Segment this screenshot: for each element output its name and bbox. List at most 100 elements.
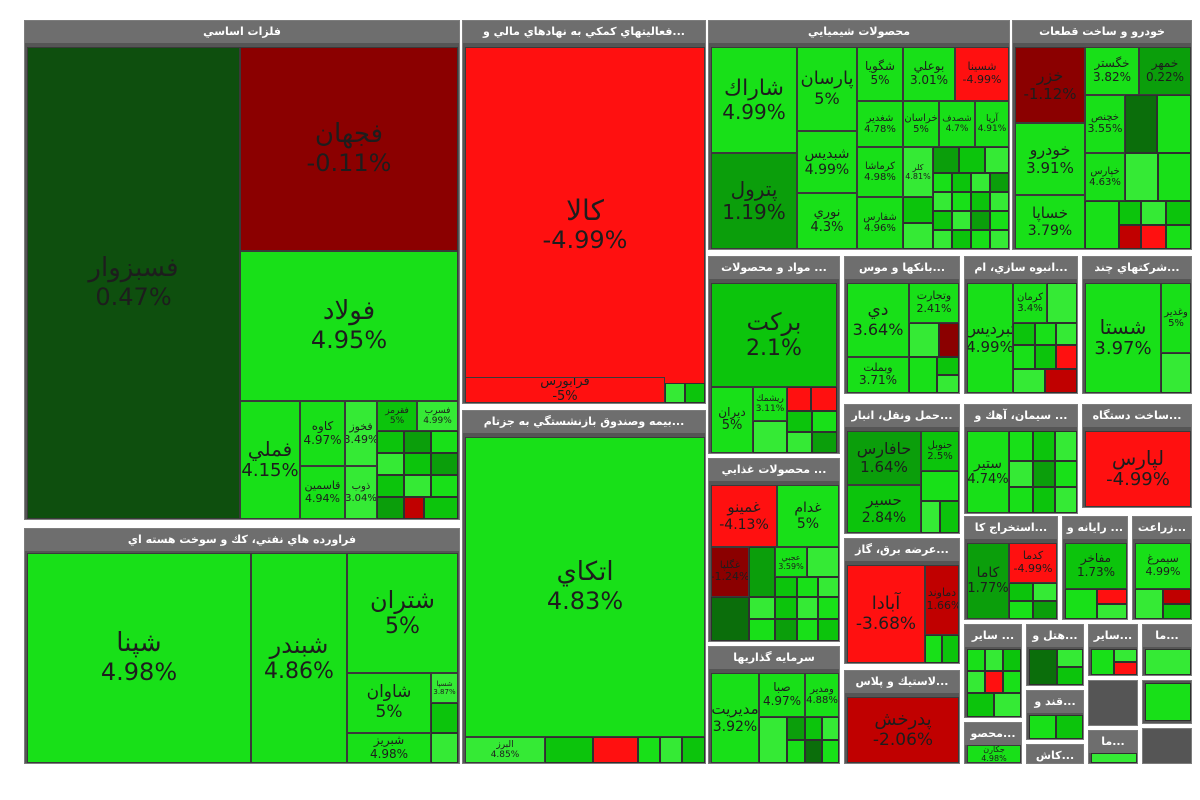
- stock-tile-shesp[interactable]: شسپا 3.87%: [431, 673, 458, 703]
- stock-tile-abada[interactable]: آبادا -3.68%: [847, 565, 925, 663]
- stock-tile-semorgh[interactable]: سيمرغ 4.99%: [1135, 543, 1191, 589]
- stock-tile[interactable]: [1097, 604, 1127, 619]
- stock-tile[interactable]: [1119, 225, 1141, 249]
- stock-tile-khorasan[interactable]: خراسان 5%: [903, 101, 939, 147]
- stock-tile-atkai[interactable]: اتكاي 4.83%: [465, 437, 705, 737]
- stock-tile[interactable]: [797, 577, 818, 597]
- stock-tile[interactable]: [903, 223, 933, 249]
- stock-tile[interactable]: [805, 717, 822, 740]
- stock-tile[interactable]: [1157, 95, 1191, 153]
- stock-tile-vatejarat[interactable]: وتجارت 2.41%: [909, 283, 959, 323]
- stock-tile[interactable]: [711, 597, 749, 641]
- stock-tile[interactable]: [933, 230, 952, 249]
- stock-tile[interactable]: [1009, 487, 1033, 513]
- stock-tile[interactable]: [424, 497, 458, 519]
- stock-tile[interactable]: [759, 717, 787, 763]
- stock-tile[interactable]: [1029, 715, 1056, 739]
- stock-tile[interactable]: [1097, 589, 1127, 604]
- stock-tile[interactable]: [749, 547, 775, 597]
- stock-tile[interactable]: [1163, 589, 1191, 604]
- stock-tile[interactable]: [377, 431, 404, 453]
- stock-tile[interactable]: [665, 383, 685, 403]
- stock-tile[interactable]: [1033, 601, 1057, 619]
- stock-tile[interactable]: [818, 577, 839, 597]
- stock-tile[interactable]: [933, 147, 959, 173]
- stock-tile-kama[interactable]: كاما 1.77%: [967, 543, 1009, 619]
- stock-tile[interactable]: [1091, 649, 1114, 675]
- stock-tile[interactable]: [967, 649, 985, 671]
- stock-tile-hafars[interactable]: حافارس 1.64%: [847, 431, 921, 485]
- stock-tile[interactable]: [775, 619, 797, 641]
- stock-tile[interactable]: [431, 431, 458, 453]
- stock-tile[interactable]: [1065, 589, 1097, 619]
- stock-tile[interactable]: [1045, 369, 1077, 393]
- stock-tile[interactable]: [807, 547, 839, 577]
- stock-tile[interactable]: [787, 740, 805, 763]
- stock-tile-khegostar[interactable]: خگستر 3.82%: [1085, 47, 1139, 95]
- stock-tile-parsan[interactable]: پارسان 5%: [797, 47, 857, 131]
- stock-tile[interactable]: [1166, 201, 1191, 225]
- stock-tile[interactable]: [1145, 683, 1191, 721]
- stock-tile-khpars[interactable]: خپارس 4.63%: [1085, 153, 1125, 201]
- stock-tile-khesapa[interactable]: خساپا 3.79%: [1015, 195, 1085, 249]
- stock-tile[interactable]: [404, 475, 431, 497]
- stock-tile-barakat[interactable]: بركت 2.1%: [711, 283, 837, 387]
- stock-tile[interactable]: [377, 475, 404, 497]
- stock-tile[interactable]: [797, 619, 818, 641]
- stock-tile-zob[interactable]: ذوب 3.04%: [345, 466, 377, 519]
- stock-tile-foolad[interactable]: فولاد 4.95%: [240, 251, 458, 401]
- stock-tile[interactable]: [787, 432, 812, 453]
- stock-tile-shabandar[interactable]: شبندر 4.86%: [251, 553, 347, 763]
- stock-tile[interactable]: [921, 471, 959, 501]
- stock-tile[interactable]: [1013, 369, 1045, 393]
- stock-tile[interactable]: [909, 357, 937, 393]
- stock-tile[interactable]: [903, 197, 933, 223]
- stock-tile[interactable]: [787, 717, 805, 740]
- stock-tile[interactable]: [593, 737, 638, 763]
- stock-tile-shaidar[interactable]: شغدير 4.78%: [857, 101, 903, 147]
- stock-tile[interactable]: [1125, 153, 1158, 201]
- stock-tile-shavan[interactable]: شاوان 5%: [347, 673, 431, 733]
- stock-tile[interactable]: [822, 740, 839, 763]
- stock-tile[interactable]: [1161, 353, 1191, 393]
- stock-tile[interactable]: [431, 475, 458, 497]
- stock-tile-fajahan[interactable]: فجهان -0.11%: [240, 47, 458, 251]
- stock-tile-shasta[interactable]: شستا 3.97%: [1085, 283, 1161, 393]
- stock-tile-sanir[interactable]: ستير 4.74%: [967, 431, 1009, 513]
- stock-tile[interactable]: [1035, 345, 1056, 369]
- stock-tile-lapars[interactable]: لپارس -4.99%: [1085, 431, 1191, 507]
- stock-tile[interactable]: [971, 230, 990, 249]
- stock-tile[interactable]: [952, 211, 971, 230]
- stock-tile-albarz[interactable]: البرز 4.85%: [465, 737, 545, 763]
- stock-tile-khodro[interactable]: خودرو 3.91%: [1015, 123, 1085, 195]
- stock-tile[interactable]: [1056, 715, 1083, 739]
- stock-tile[interactable]: [749, 619, 775, 641]
- stock-tile[interactable]: [985, 649, 1003, 671]
- stock-tile-gh-ajabi[interactable]: عجبي 3.59%: [775, 547, 807, 577]
- stock-tile-vaghadir[interactable]: وغدير 5%: [1161, 283, 1191, 353]
- stock-tile-khchnesi[interactable]: خچنص 3.55%: [1085, 95, 1125, 153]
- stock-tile-faraborse[interactable]: فرابورس -5%: [465, 377, 665, 403]
- stock-tile-kermasha[interactable]: كرماشا 4.98%: [857, 147, 903, 197]
- stock-tile[interactable]: [812, 411, 837, 432]
- stock-tile[interactable]: [990, 211, 1009, 230]
- stock-tile-booali[interactable]: بوعلي 3.01%: [903, 47, 955, 101]
- stock-tile[interactable]: [1003, 671, 1021, 693]
- stock-tile[interactable]: [1055, 487, 1077, 513]
- stock-tile-kave[interactable]: كاوه 4.97%: [300, 401, 345, 466]
- stock-tile[interactable]: [404, 453, 431, 475]
- stock-tile[interactable]: [1047, 283, 1077, 323]
- stock-tile[interactable]: [990, 173, 1009, 192]
- stock-tile[interactable]: [921, 501, 940, 533]
- stock-tile-shapna[interactable]: شپنا 4.98%: [27, 553, 251, 763]
- stock-tile-petrol[interactable]: پترول 1.19%: [711, 153, 797, 249]
- stock-tile[interactable]: [797, 597, 818, 619]
- stock-tile-adam[interactable]: غدام 5%: [777, 485, 839, 547]
- stock-tile-mafakher[interactable]: مفاخر 1.73%: [1065, 543, 1127, 589]
- stock-tile-kela[interactable]: كلر 4.81%: [903, 147, 933, 197]
- stock-tile[interactable]: [805, 740, 822, 763]
- stock-tile[interactable]: [959, 147, 985, 173]
- stock-tile[interactable]: [1056, 323, 1077, 345]
- stock-tile-hasir[interactable]: حسير 2.84%: [847, 485, 921, 533]
- stock-tile[interactable]: [749, 597, 775, 619]
